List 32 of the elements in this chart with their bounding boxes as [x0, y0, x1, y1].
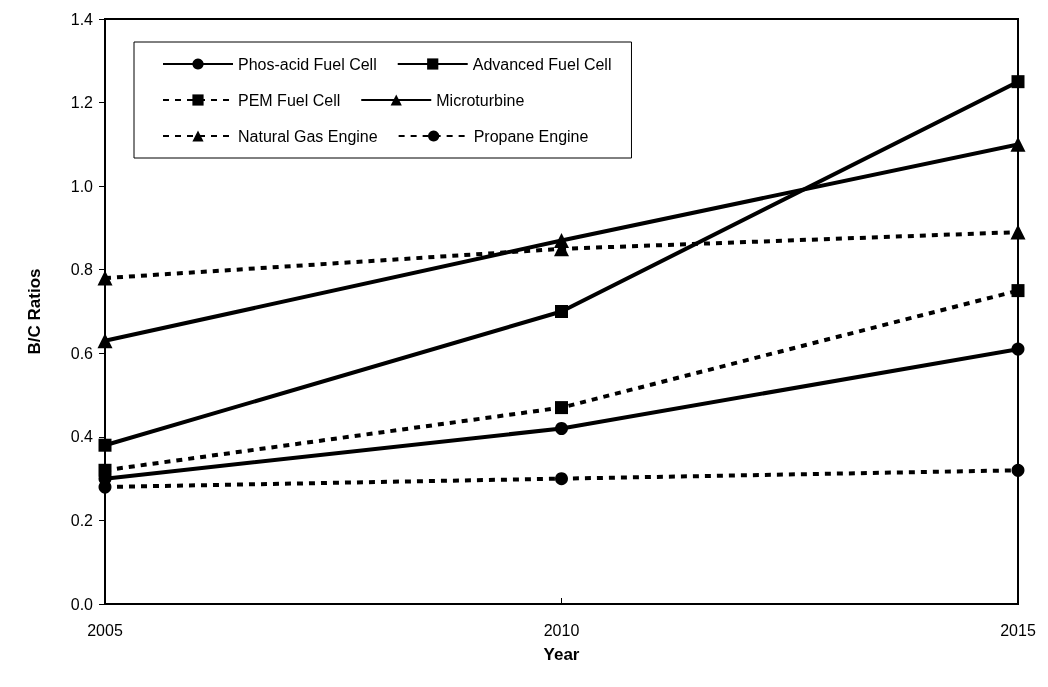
point [1010, 224, 1026, 240]
y-tick-label: 0.0 [70, 595, 94, 613]
y-tick-label: 1.2 [70, 94, 94, 112]
x-tick-label: 2010 [543, 621, 580, 639]
point [1011, 342, 1025, 356]
y-axis-title: B/C Ratios [25, 268, 44, 355]
point [1011, 284, 1025, 298]
point [97, 270, 113, 286]
point [555, 305, 568, 318]
y-tick-label: 0.4 [70, 428, 94, 446]
y-tick-label: 1.4 [70, 10, 94, 28]
legend-label: Advanced Fuel Cell [472, 55, 612, 73]
y-tick-label: 1.0 [70, 177, 94, 195]
legend-label: Phos-acid Fuel Cell [238, 55, 377, 73]
legend-label: Microturbine [436, 91, 525, 109]
legend-label: Propane Engine [473, 127, 589, 145]
x-tick-label: 2005 [87, 621, 123, 639]
point [555, 422, 568, 435]
legend-label: PEM Fuel Cell [238, 91, 341, 109]
point [1011, 463, 1025, 477]
point [98, 438, 112, 452]
point [97, 333, 113, 349]
point [555, 401, 568, 415]
point [98, 463, 112, 477]
x-axis-title: Year [543, 645, 580, 664]
point [1011, 75, 1025, 89]
y-tick-label: 0.2 [70, 511, 94, 529]
x-tick-label: 2015 [1000, 621, 1036, 639]
legend-label: Natural Gas Engine [238, 127, 378, 145]
y-tick-label: 0.6 [70, 344, 94, 362]
y-tick-label: 0.8 [70, 261, 94, 279]
point [555, 472, 568, 486]
